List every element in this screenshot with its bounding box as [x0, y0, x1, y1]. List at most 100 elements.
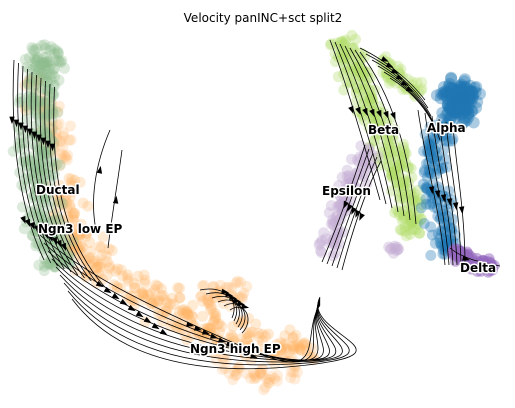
velocity-streamlines [9, 39, 501, 370]
cell-point-beta [371, 118, 383, 130]
cell-point-epsilon [328, 219, 340, 231]
cell-point-ductal [62, 249, 74, 261]
cell-point-ngn3-high-ep [104, 260, 116, 272]
cell-point-beta [399, 176, 411, 188]
cell-point-ngn3-high-ep [156, 309, 168, 321]
cell-point-ngn3-high-ep [100, 250, 112, 262]
cell-point-beta [406, 218, 417, 230]
cell-point-alpha [434, 232, 446, 244]
cell-point-ngn3-high-ep [52, 106, 64, 118]
cell-point-ngn3-high-ep [180, 329, 191, 341]
cell-point-beta [411, 212, 423, 224]
cell-point-ngn3-high-ep [168, 298, 180, 310]
cell-point-alpha [440, 238, 452, 250]
cell-point-alpha [449, 107, 462, 120]
cell-point-beta [351, 66, 363, 78]
cell-point-ductal [40, 60, 52, 72]
streamline-arrow [395, 74, 404, 80]
cell-point-beta [358, 75, 370, 87]
cell-point-alpha [445, 87, 458, 100]
cell-point-ngn3-high-ep [180, 308, 191, 320]
streamline [17, 62, 52, 264]
cell-point-beta [339, 58, 351, 70]
cell-point-ngn3-high-ep [82, 267, 94, 279]
cell-point-ngn3-high-ep [64, 120, 76, 132]
cell-point-alpha [424, 139, 435, 151]
cell-point-ngn3-high-ep [187, 311, 199, 323]
cell-point-alpha [452, 108, 465, 121]
cell-point-ngn3-high-ep [152, 294, 164, 306]
cell-point-alpha [458, 100, 471, 113]
cell-point-ngn3-high-ep [54, 135, 66, 147]
cell-point-ngn3-high-ep [61, 202, 73, 214]
cell-point-ngn3-high-ep [247, 367, 259, 379]
cell-point-ngn3-high-ep [145, 294, 157, 305]
cell-point-ngn3-high-ep [174, 292, 185, 304]
cell-point-ngn3-high-ep [207, 316, 219, 328]
cell-point-beta [338, 52, 350, 64]
cell-point-alpha [469, 86, 482, 99]
cell-point-ductal [53, 74, 65, 86]
cell-point-ductal [43, 63, 55, 75]
cell-point-ngn3-high-ep [157, 315, 169, 327]
cell-point-epsilon [392, 244, 404, 256]
cell-point-ductal [29, 53, 41, 65]
cell-point-beta [410, 224, 422, 236]
cell-point-epsilon [334, 190, 346, 202]
cell-point-alpha [443, 87, 456, 100]
cell-point-ductal [27, 73, 38, 84]
cell-point-ductal [15, 96, 27, 108]
cell-point-ngn3-high-ep [261, 373, 273, 385]
cell-point-ngn3-high-ep [67, 185, 79, 197]
cell-point-ductal [32, 152, 44, 164]
cell-point-ngn3-high-ep [196, 280, 208, 292]
cell-point-alpha [444, 113, 457, 126]
streamline-arrow [385, 62, 394, 68]
streamline [30, 71, 72, 273]
cell-point-ngn3-high-ep [233, 362, 245, 374]
cell-point-beta [389, 159, 401, 171]
cell-point-alpha [458, 80, 471, 93]
cell-point-ngn3-high-ep [128, 278, 140, 289]
cell-point-ngn3-high-ep [243, 331, 255, 343]
cell-point-ductal [23, 104, 35, 116]
streamline-arrow [103, 286, 112, 294]
cell-point-alpha [467, 88, 480, 101]
cell-point-alpha [458, 115, 471, 128]
streamline-arrow [446, 198, 453, 207]
cell-point-ngn3-high-ep [47, 130, 59, 141]
cell-point-alpha [440, 85, 453, 98]
cell-point-ngn3-high-ep [288, 343, 300, 355]
cell-point-beta [355, 71, 367, 83]
cell-point-ngn3-high-ep [256, 369, 268, 381]
cell-point-alpha [462, 108, 475, 121]
cell-point-beta [355, 67, 367, 78]
cell-point-ductal [27, 229, 39, 241]
cell-point-ductal [36, 139, 48, 151]
cell-point-epsilon [327, 214, 339, 226]
streamline [55, 266, 330, 361]
cell-point-alpha [470, 101, 483, 114]
cell-point-ductal [38, 68, 49, 80]
cell-point-alpha [444, 112, 457, 125]
cell-point-ngn3-high-ep [278, 339, 290, 351]
cell-point-epsilon [384, 243, 396, 255]
cell-point-beta [369, 134, 381, 146]
cell-point-epsilon [334, 213, 346, 225]
cell-point-beta [404, 184, 416, 196]
cell-point-ngn3-high-ep [63, 134, 75, 146]
cell-point-ngn3-high-ep [167, 317, 178, 329]
cell-point-ductal [32, 51, 44, 63]
cell-point-ngn3-high-ep [88, 256, 100, 268]
cell-point-ngn3-high-ep [48, 145, 60, 157]
cell-point-alpha [439, 143, 451, 155]
cell-point-alpha [451, 95, 464, 108]
cell-point-alpha [436, 106, 449, 119]
cell-point-ngn3-high-ep [149, 284, 161, 296]
cell-point-ngn3-high-ep [160, 309, 172, 320]
cell-point-ngn3-high-ep [241, 333, 253, 345]
cell-point-ngn3-high-ep [66, 173, 78, 185]
cell-point-beta [405, 188, 417, 200]
cell-point-alpha [465, 95, 478, 108]
cell-point-ngn3-high-ep [159, 294, 171, 306]
